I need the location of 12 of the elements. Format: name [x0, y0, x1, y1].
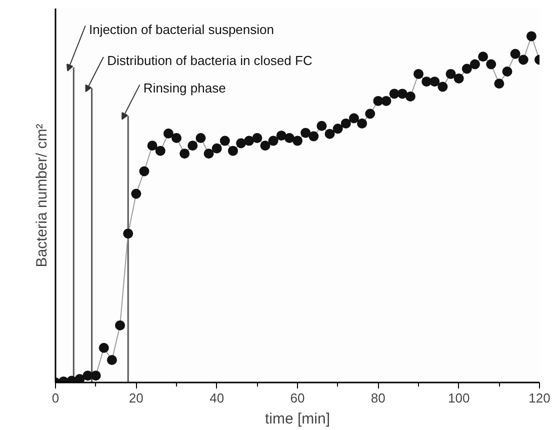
x-tick-label: 120	[528, 390, 550, 406]
x-tick-label: 100	[448, 390, 470, 406]
x-tick-label: 0	[52, 390, 60, 406]
x-tick-label: 40	[210, 390, 224, 406]
x-tick-label: 60	[290, 390, 305, 406]
y-axis-title: Bacteria number/ cm²	[34, 124, 50, 268]
x-tick-label: 80	[370, 390, 386, 406]
ref-line-label: Rinsing phase	[143, 80, 226, 96]
ref-line-label: Distribution of bacteria in closed FC	[107, 52, 312, 68]
x-axis-title: time [min]	[264, 410, 330, 428]
x-tick-label: 20	[128, 390, 144, 406]
ref-line-label: Injection of bacterial suspension	[88, 22, 274, 37]
